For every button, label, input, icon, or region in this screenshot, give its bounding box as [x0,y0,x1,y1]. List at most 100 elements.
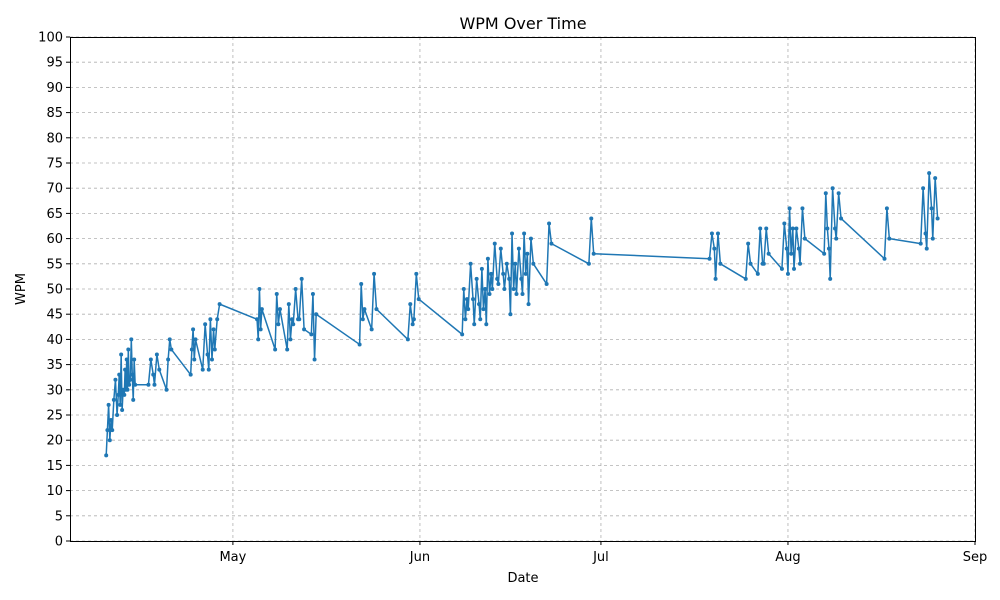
data-point [823,191,828,196]
data-point [884,206,889,211]
data-point [123,367,128,372]
data-point [285,347,290,352]
data-point [203,322,208,327]
data-point [109,418,114,423]
x-tick-label: Sep [963,550,988,565]
data-point [789,251,794,256]
data-point [764,226,769,231]
data-point [761,261,766,266]
y-tick-label: 80 [46,131,63,146]
x-tick-label: Aug [775,550,800,565]
data-point [918,241,923,246]
data-point [522,231,527,236]
data-point [707,256,712,261]
data-point [127,382,132,387]
data-point [471,297,476,302]
data-point [589,216,594,221]
y-tick-label: 45 [46,308,63,323]
data-point [169,347,174,352]
data-point [273,347,278,352]
y-axis-ticks: 0 5 10 15 20 25 30 35 40 45 50 55 60 65 70 75 80 85 90 95 10… [38,31,70,550]
data-point [766,251,771,256]
data-point [929,206,934,211]
data-point [360,317,365,322]
data-point [290,317,295,322]
data-point [274,292,279,297]
y-tick-label: 65 [46,207,63,222]
data-point [748,261,753,266]
data-point [148,357,153,362]
data-point [479,266,484,271]
data-point [111,397,116,402]
data-point [125,387,130,392]
data-point [259,307,264,312]
data-point [293,287,298,291]
data-point [115,413,120,417]
data-point [117,372,122,377]
data-point [256,337,261,342]
data-point [822,251,827,256]
data-point [372,271,377,276]
y-tick-label: 55 [46,257,63,272]
data-point [131,397,136,402]
data-point [357,342,362,347]
data-point [718,261,723,266]
data-point [209,357,214,362]
data-point [489,271,494,276]
data-point [205,352,210,357]
data-point [516,246,521,251]
data-point [463,317,468,322]
data-point [746,241,751,246]
data-point [547,221,552,226]
data-point [798,261,803,266]
data-point [523,271,528,276]
y-tick-label: 50 [46,283,63,298]
data-point [167,337,172,342]
data-point [416,297,421,302]
data-point [405,337,410,342]
data-point [924,246,929,251]
data-point [460,332,465,337]
data-point [510,231,515,236]
data-point [477,302,482,307]
data-point [930,236,935,241]
data-point [466,307,471,312]
data-point [193,337,198,342]
data-point [478,317,483,322]
data-point [485,256,490,261]
data-point [124,357,129,362]
data-point [802,236,807,241]
data-point [411,317,416,322]
y-tick-label: 85 [46,106,63,121]
x-tick-label: Jul [592,550,609,565]
data-point [468,261,473,266]
data-point [362,307,367,312]
data-point [166,357,171,362]
data-point [513,261,518,266]
data-point [369,327,374,332]
data-point [410,322,415,327]
data-point [839,216,844,221]
y-tick-label: 100 [38,31,63,46]
data-point [796,246,801,251]
data-point [188,372,193,377]
data-point [483,287,488,291]
y-tick-label: 20 [46,434,63,449]
data-point [526,302,531,307]
data-point [508,312,513,317]
data-point [496,281,501,286]
data-point [297,317,302,322]
data-point [787,206,792,211]
data-point [129,337,134,342]
data-point [501,271,506,276]
data-point [133,382,138,387]
data-point [784,246,789,251]
data-point [310,292,315,297]
data-point [498,246,503,251]
data-point [105,428,110,433]
data-point [755,271,760,276]
data-point [152,382,157,387]
y-tick-label: 30 [46,383,63,398]
